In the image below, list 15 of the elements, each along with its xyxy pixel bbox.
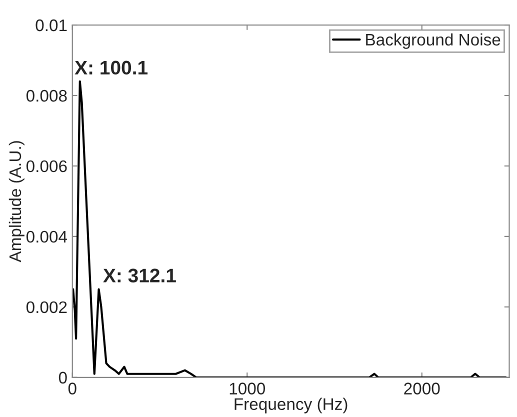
x-tick-label: 1000: [230, 382, 266, 394]
x-axis-title: Frequency (Hz): [234, 398, 348, 414]
y-tick-label: 0.008: [26, 90, 67, 102]
legend-label: Background Noise: [366, 33, 500, 49]
line-series: [72, 80, 507, 378]
y-tick-label: 0: [58, 372, 67, 384]
y-tick-label: 0.01: [36, 19, 67, 32]
x-tick-label: 0: [68, 382, 76, 394]
x-tick-label: 2000: [404, 382, 440, 394]
annotation: X: 100.1: [74, 60, 148, 75]
y-tick-label: 0.002: [26, 301, 67, 314]
y-axis-title: Amplitude (A.U.): [8, 141, 24, 262]
y-tick-label: 0.006: [26, 160, 67, 172]
y-tick-label: 0.004: [26, 230, 68, 243]
annotation: X: 312.1: [103, 268, 176, 282]
